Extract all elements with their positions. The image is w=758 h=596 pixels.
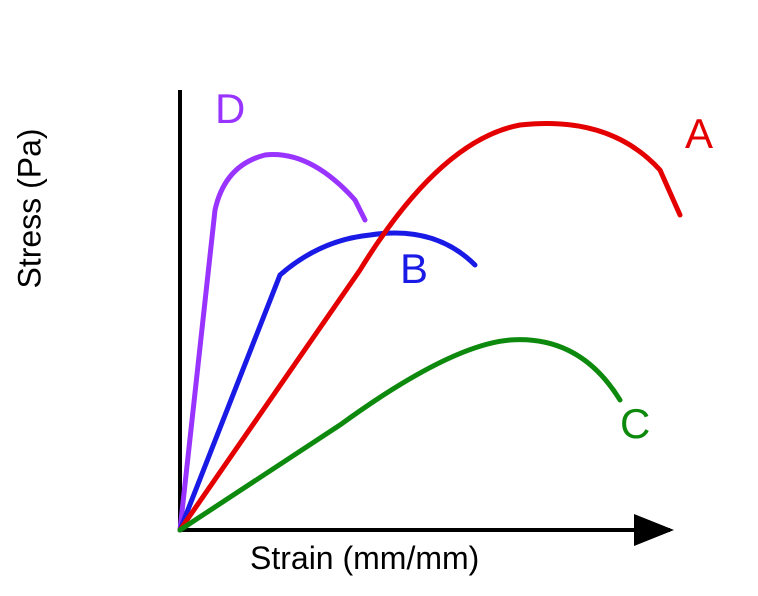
curve-label-a: A (685, 110, 713, 158)
curve-d (180, 155, 365, 530)
chart-svg (80, 50, 730, 570)
stress-strain-chart: A B C D (80, 50, 680, 510)
curve-b (180, 233, 475, 530)
y-axis-label: Stress (Pa) (12, 128, 49, 288)
curve-label-d: D (215, 85, 245, 133)
x-axis-label: Strain (mm/mm) (250, 540, 479, 577)
curve-label-c: C (620, 400, 650, 448)
curve-a (180, 123, 680, 530)
curve-label-b: B (400, 245, 428, 293)
